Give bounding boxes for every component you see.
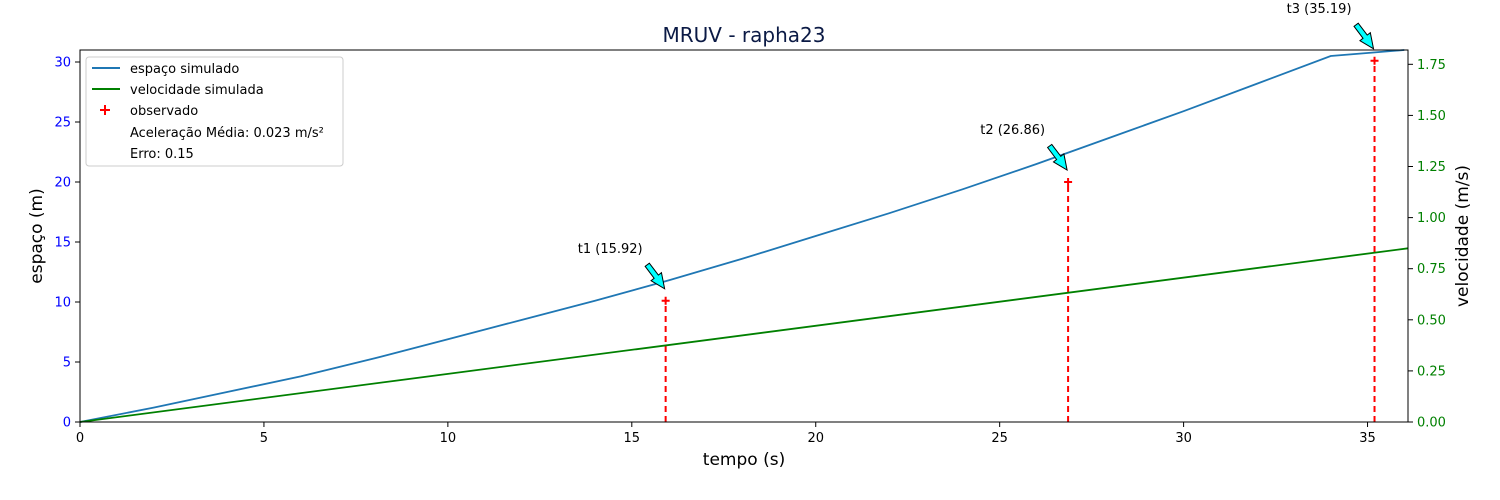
annotation-2: t2 (26.86) — [980, 123, 1068, 172]
legend-note-aceleracao: Aceleração Média: 0.023 m/s² — [130, 126, 324, 141]
legend-box — [85, 56, 344, 167]
y-right-tick-label-1.00: 1.00 — [1417, 211, 1446, 226]
series-line-velocidade — [79, 247, 1409, 423]
y-right-tick-label-0.00: 0.00 — [1417, 416, 1446, 431]
x-axis-ticks: 0 5 10 15 20 25 30 35 — [76, 422, 1376, 446]
legend-note-erro: Erro: 0.15 — [130, 147, 194, 162]
observed-markers — [661, 56, 1379, 305]
legend-marker-observado — [100, 105, 110, 115]
annotation-label-2: t2 (26.86) — [980, 123, 1045, 138]
series-line-espaco — [79, 49, 1405, 423]
annotation-arrow-1 — [644, 262, 666, 290]
y-right-tick-label-1.75: 1.75 — [1417, 58, 1446, 73]
y-right-tick-label-0.50: 0.50 — [1417, 313, 1446, 328]
observed-point-1 — [661, 296, 670, 305]
annotation-arrow-3 — [1353, 22, 1375, 50]
plot-frame — [79, 49, 1409, 423]
annotation-label-1: t1 (15.92) — [578, 242, 643, 257]
legend-label-velocidade: velocidade simulada — [130, 83, 264, 98]
annotations: t1 (15.92) t2 (26.86) t3 (35.19) — [578, 2, 1375, 290]
plot-area: t1 (15.92) t2 (26.86) t3 (35.19) — [79, 2, 1409, 423]
y-axis-left-ticks: 0 5 10 15 20 25 30 — [54, 56, 80, 431]
annotation-3: t3 (35.19) — [1287, 2, 1375, 50]
y-right-tick-label-0.25: 0.25 — [1417, 364, 1446, 379]
x-tick-label-35: 35 — [1359, 431, 1376, 446]
legend-label-espaco: espaço simulado — [130, 62, 239, 77]
y-right-tick-label-1.25: 1.25 — [1417, 160, 1446, 175]
chart-title: MRUV - rapha23 — [663, 23, 826, 47]
legend-label-observado: observado — [130, 104, 198, 119]
x-tick-label-25: 25 — [991, 431, 1008, 446]
y-tick-label-10: 10 — [54, 296, 71, 311]
y-tick-label-5: 5 — [63, 356, 71, 371]
y-right-tick-label-1.50: 1.50 — [1417, 109, 1446, 124]
x-tick-label-0: 0 — [76, 431, 84, 446]
observed-point-3 — [1370, 56, 1379, 65]
y-tick-label-15: 15 — [54, 236, 71, 251]
x-tick-label-20: 20 — [807, 431, 824, 446]
observed-point-2 — [1064, 178, 1073, 186]
y-right-tick-label-0.75: 0.75 — [1417, 262, 1446, 277]
x-tick-label-30: 30 — [1175, 431, 1192, 446]
y-tick-label-0: 0 — [63, 416, 71, 431]
annotation-arrow-2 — [1046, 143, 1068, 172]
legend: espaço simulado velocidade simulada obse… — [85, 56, 344, 167]
y-axis-right-ticks: 0.00 0.25 0.50 0.75 1.00 1.25 1.50 1.75 — [1408, 58, 1446, 431]
observed-lines — [664, 60, 1376, 422]
annotation-label-3: t3 (35.19) — [1287, 2, 1352, 17]
y-tick-label-30: 30 — [54, 56, 71, 71]
y-tick-label-20: 20 — [54, 176, 71, 191]
y-axis-label-right: velocidade (m/s) — [1453, 165, 1473, 307]
y-axis-label-left: espaço (m) — [27, 188, 47, 284]
x-tick-label-15: 15 — [624, 431, 641, 446]
x-tick-label-5: 5 — [260, 431, 268, 446]
x-tick-label-10: 10 — [440, 431, 457, 446]
x-axis-label: tempo (s) — [703, 450, 785, 470]
y-tick-label-25: 25 — [54, 116, 71, 131]
annotation-1: t1 (15.92) — [578, 242, 666, 290]
